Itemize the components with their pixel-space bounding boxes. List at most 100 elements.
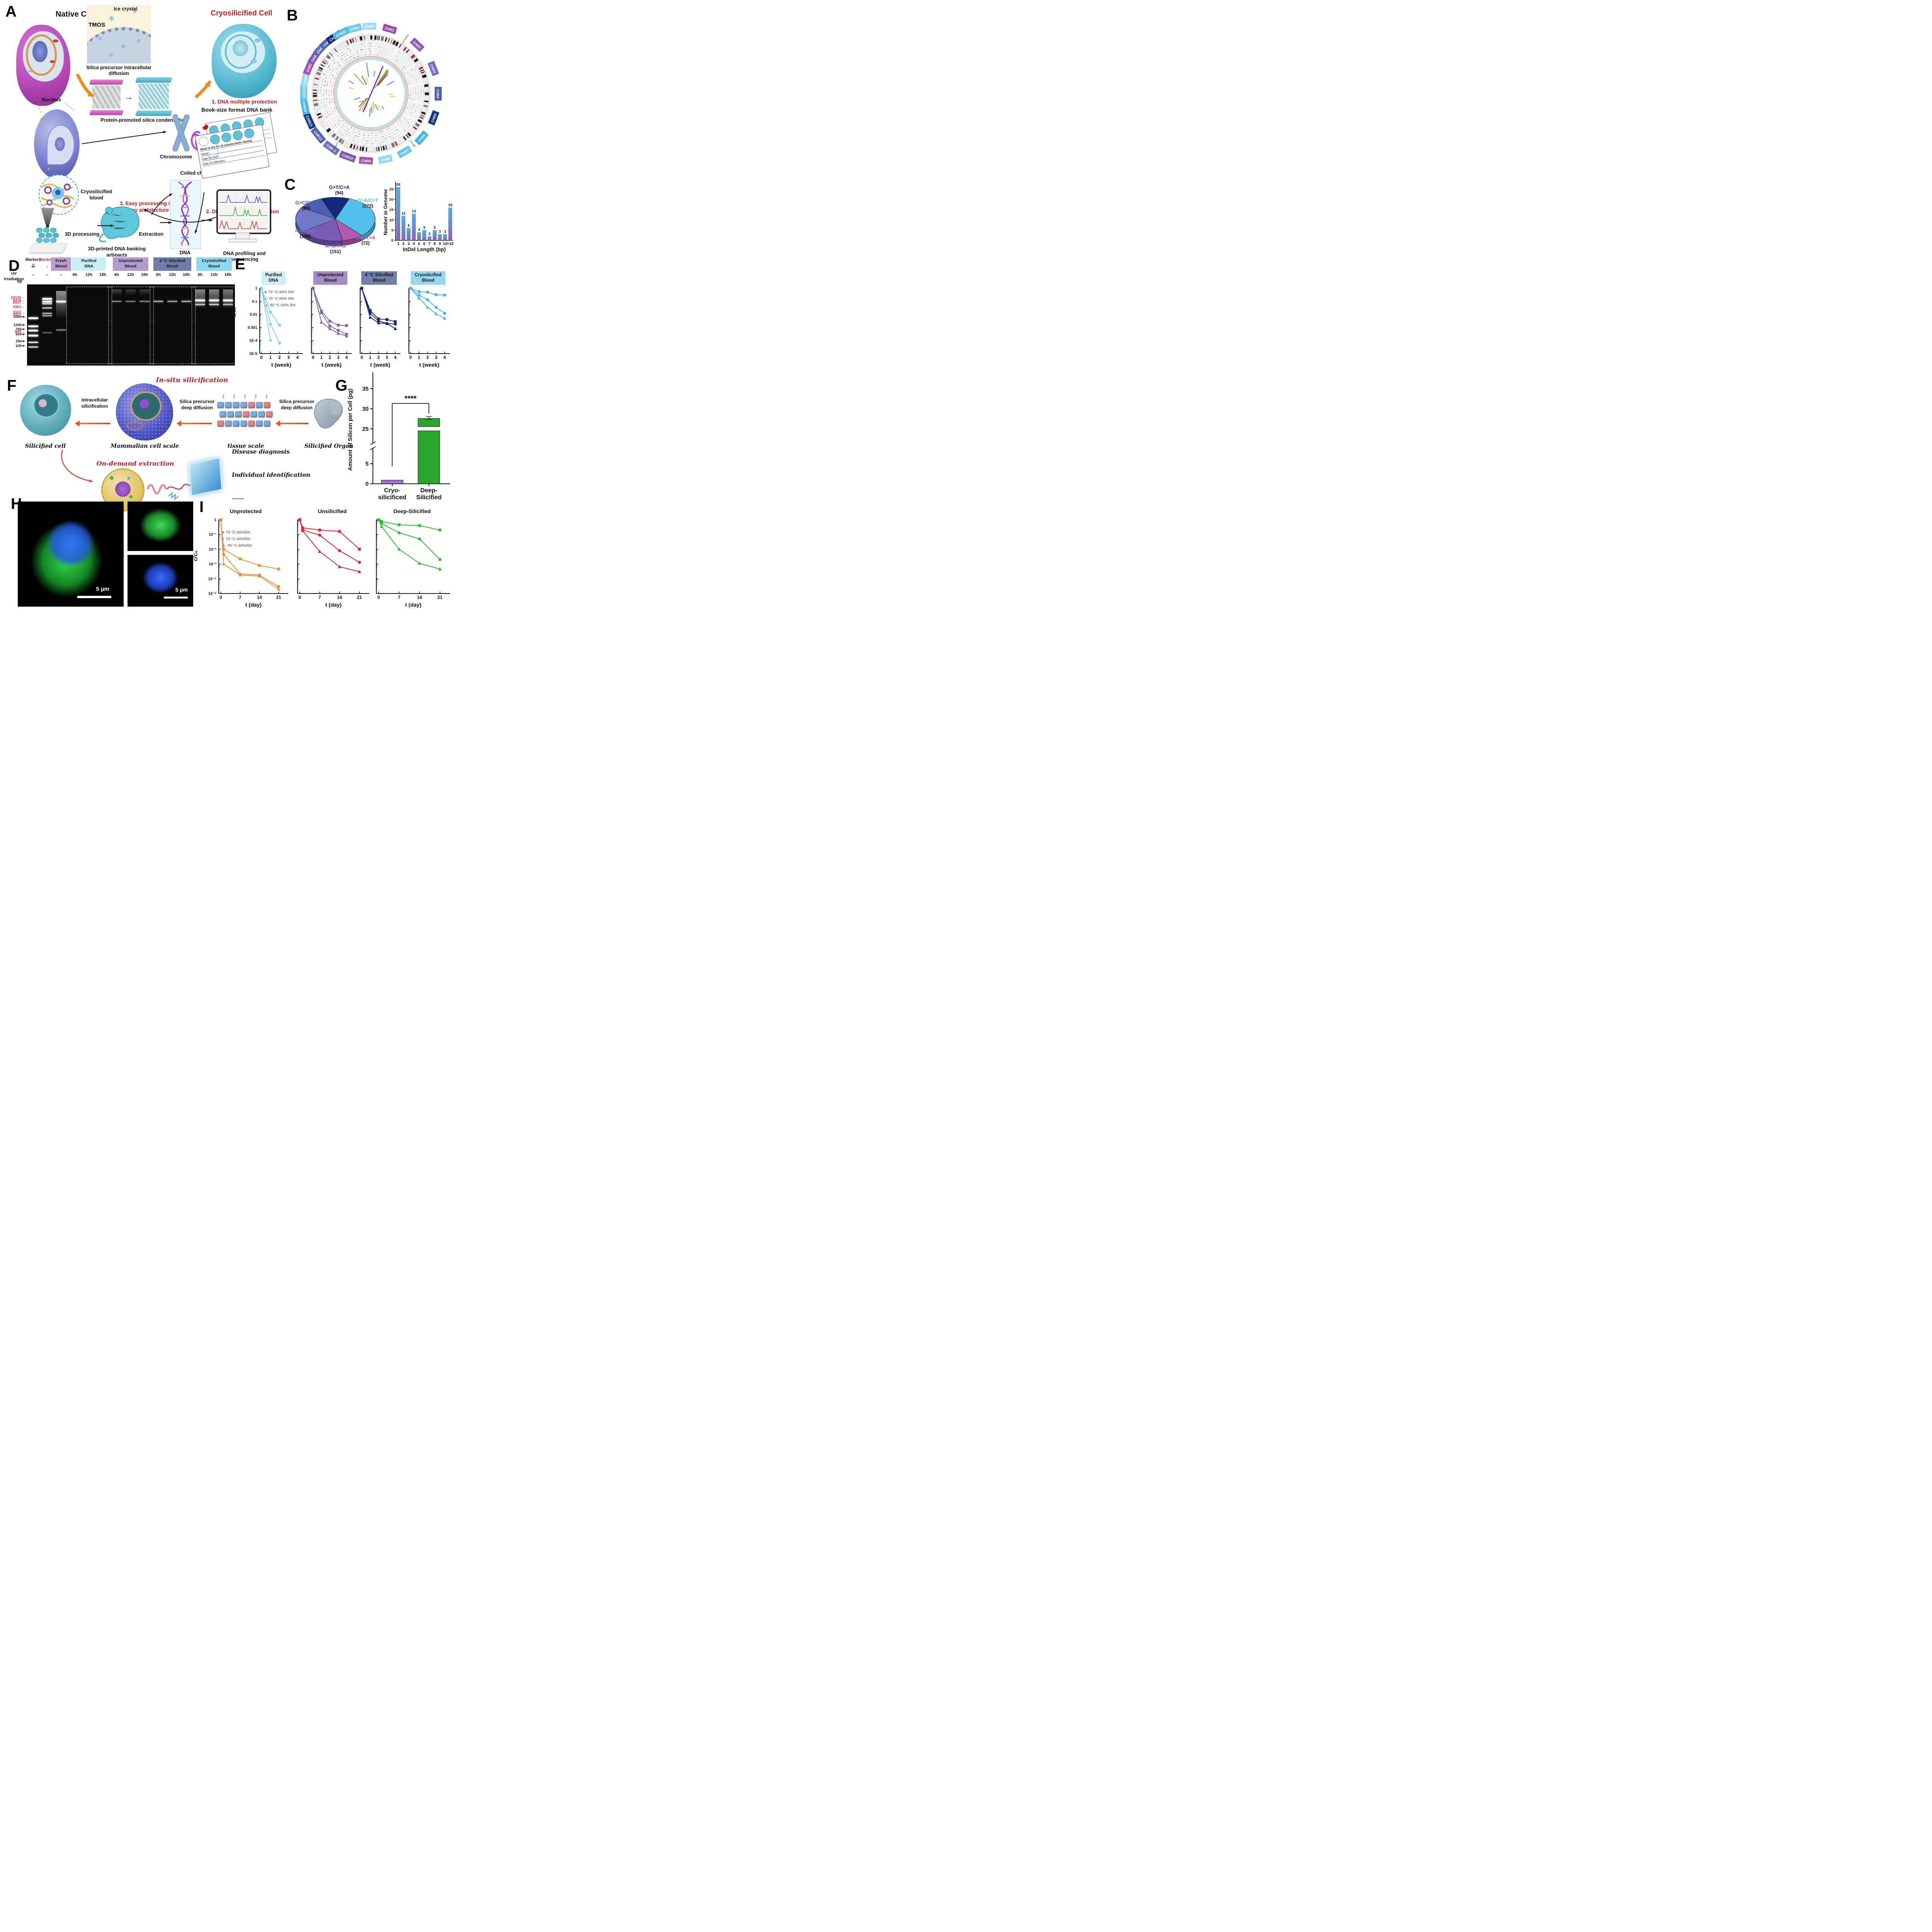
svg-text:10⁻¹: 10⁻¹ [209,532,216,537]
cube-tangle [139,83,169,109]
nucleus-cut-face [47,124,75,165]
gel-band [139,301,150,302]
gel-band [42,301,52,303]
teal-er [224,34,257,69]
pie-slice-label: G>T/C>A (94) [329,185,350,196]
silica-droplet [99,37,102,40]
chart-title: Cryoslicified Blood [411,271,446,285]
uv-time-value: 12h [168,272,176,277]
line-plot: 0 1 2 3 4t (week) [408,286,450,368]
gel-smear [209,289,219,309]
point-3-easy-processing: 3. Easy processing into any architecture [119,201,178,213]
profiling-caption: DNA profiling and sequencing [223,250,266,262]
gel-band [28,334,38,337]
svg-text:t (week): t (week) [321,362,342,368]
uv-time-value: – [32,272,34,277]
silicified-cell-caption: Silicified cell [25,443,66,449]
gel-smear [195,289,205,309]
gel-band [42,307,52,309]
tissue-cube [225,420,232,427]
gel-band [28,342,38,344]
gel-smear [223,289,233,309]
chart-unprotected-blood: Unprotected Blood 0 1 2 3 4 t (week) [308,271,353,369]
gel-band [42,332,52,334]
cell-nucleus [32,41,48,62]
svg-text:3: 3 [337,355,339,360]
indel-bar-chart: 0 5 10 15 20 25 26 1 12 2 6 3 13 4 4 5 5 6 2 7 5 8 3 9 3 10 16 >10 I… [383,178,454,254]
ondemand-arrow [61,449,93,483]
scalebar-small [164,597,188,599]
group-header-4c-silicified-blood: 4 °C Silicified Blood [153,257,191,271]
svg-text:0: 0 [260,355,262,360]
svg-text:1: 1 [369,355,372,360]
dna-label: DNA [179,250,191,255]
tissue-cube [227,411,234,418]
gel-band [181,301,191,302]
uv-time-value: 6h [156,272,161,277]
tissue-cube [225,402,232,408]
uv-time-value: 6h [114,272,119,277]
gel-smear [126,289,136,296]
svg-text:1: 1 [320,355,323,360]
uv-time-value: 6h [197,272,203,277]
svg-text:5: 5 [434,226,436,230]
svg-text:3: 3 [435,355,437,360]
snowflake-icon: ❄ [133,9,137,14]
svg-text:12: 12 [401,211,406,216]
chromosome-label: CHR4 [434,87,442,101]
svg-text:2: 2 [402,242,405,246]
svg-text:t (day): t (day) [325,602,342,608]
panel-a-arrows [37,73,219,234]
svg-text:1E-4: 1E-4 [249,338,258,343]
gel-group-box [192,287,235,364]
tissue-cube [235,411,242,418]
tissue-cube [264,420,270,427]
svg-text:3: 3 [408,242,410,246]
mutation-pie-chart: G>T/C>A (94) G>A/C>T (272) A>T/T>A (72) A>C/T>… [291,185,383,256]
tissue-cube [256,420,263,427]
svg-text:8: 8 [434,242,436,246]
gel-band [167,301,177,302]
tissue-cube [217,402,224,408]
gel-band [126,301,136,302]
svg-text:14: 14 [257,595,262,600]
svg-text:2: 2 [426,355,429,360]
gel-band [56,301,66,303]
cube-tangle [92,85,121,109]
svg-text:0: 0 [391,239,393,243]
svg-text:7: 7 [239,595,241,600]
organ-caption: Silicified Organ [304,443,354,449]
snowflake-icon: ❄ [92,22,96,27]
ladder-label: 564→ [15,330,25,334]
dna-bank-title: Book-size format DNA bank [201,107,272,113]
pie-slice-label: A>C/T>G (151) [325,243,346,254]
svg-text:6: 6 [408,224,410,228]
gel-smear [56,291,66,319]
gel-group-box [66,287,112,364]
blood-strands [41,184,75,208]
uv-time-value: 12h [85,272,93,277]
diffusion-caption: Silica precursor intracellular diffusion [86,65,151,76]
svg-text:silicificed: silicificed [378,494,406,501]
native-cell-illustration [16,25,70,106]
scalebar-label-big: 5 µm [96,586,110,592]
svg-text:t (day): t (day) [405,602,422,608]
svg-text:t (day): t (day) [245,602,262,608]
cryo-cell-title: Cryosilicified Cell [211,9,272,17]
organelle-dot [110,476,114,480]
silica-droplet [223,394,224,399]
purple-nucleus [115,481,131,497]
group-header-unprotected-blood: Unprotected Blood [113,257,148,271]
silicified-cell-opening [33,393,60,418]
tissue-cube [240,402,247,408]
svg-text:2: 2 [328,355,331,360]
chart-title: Unsilicified [318,508,347,514]
svg-text:0: 0 [378,595,380,600]
group-header-fresh-blood: Fresh Blood [51,257,71,271]
line-plot: 0 1 2 3 4t (week) [311,286,352,368]
ladder-label: 4361→ [13,305,25,309]
svg-text:3: 3 [439,230,441,234]
svg-text:1E-5: 1E-5 [249,352,258,356]
chromosome-label: CHR8 [378,154,393,164]
svg-text:15: 15 [389,208,393,212]
